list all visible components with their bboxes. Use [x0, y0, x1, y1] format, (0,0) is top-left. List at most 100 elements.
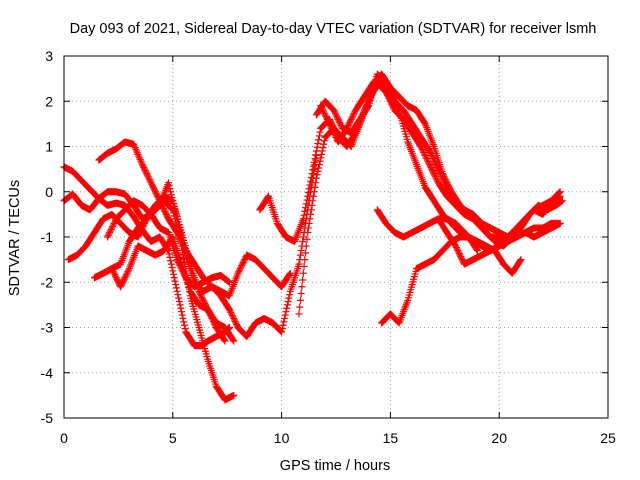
data-point [331, 130, 339, 138]
data-point [172, 209, 180, 217]
y-tick-label: 2 [45, 93, 53, 109]
data-point [226, 307, 234, 315]
data-point [169, 197, 177, 205]
data-point [146, 176, 154, 184]
data-point [315, 136, 323, 144]
data-point [230, 314, 238, 322]
data-point [220, 336, 228, 344]
data-point [431, 173, 439, 181]
data-point [457, 253, 465, 261]
data-point [181, 325, 189, 333]
data-point [105, 230, 113, 238]
data-point [281, 314, 289, 322]
data-point [238, 260, 246, 268]
data-point [431, 171, 439, 179]
data-point [314, 139, 322, 147]
data-point [318, 105, 326, 113]
data-point [443, 179, 451, 187]
data-point [176, 227, 184, 235]
data-points [60, 70, 566, 404]
data-point [130, 140, 138, 148]
data-point [330, 106, 338, 114]
data-point [420, 119, 428, 127]
data-point [439, 170, 447, 178]
data-point [170, 274, 178, 282]
data-point [109, 268, 117, 276]
data-point [306, 181, 314, 189]
data-point [179, 314, 187, 322]
data-point [204, 307, 212, 315]
data-point [167, 260, 175, 268]
data-point [283, 301, 291, 309]
data-point [238, 262, 246, 270]
series-track-1 [60, 163, 233, 350]
data-point [175, 297, 183, 305]
data-point [420, 150, 428, 158]
data-point [344, 123, 352, 131]
data-point [231, 317, 239, 325]
data-point [345, 120, 353, 128]
data-point [318, 147, 326, 155]
y-tick-label: -4 [41, 365, 54, 381]
data-point [305, 185, 313, 193]
data-point [430, 170, 438, 178]
data-point [123, 269, 131, 277]
data-point [311, 155, 319, 163]
data-point [146, 177, 154, 185]
data-point [555, 189, 563, 197]
data-point [171, 206, 179, 214]
data-point [120, 275, 128, 283]
data-point [168, 194, 176, 202]
y-tick-label: 1 [45, 139, 53, 155]
data-point [335, 117, 343, 125]
data-point [124, 268, 132, 276]
data-point [310, 162, 318, 170]
data-point [427, 150, 435, 158]
data-point [228, 311, 236, 319]
data-point [178, 233, 186, 241]
data-point [110, 219, 118, 227]
data-point [320, 108, 328, 116]
data-point [307, 210, 315, 218]
data-point [236, 265, 244, 273]
data-point [556, 188, 564, 196]
data-point [317, 154, 325, 162]
data-point [151, 188, 159, 196]
data-point [316, 157, 324, 165]
data-point [302, 249, 310, 257]
data-point [113, 275, 121, 283]
data-point [319, 144, 327, 152]
data-point [325, 118, 333, 126]
data-point [347, 115, 355, 123]
data-point [197, 292, 205, 300]
data-point [423, 156, 431, 164]
data-point [317, 103, 325, 111]
data-point [236, 266, 244, 274]
data-point [237, 263, 245, 271]
data-point [426, 149, 434, 157]
data-point [230, 391, 238, 399]
data-point [125, 266, 133, 274]
data-point [136, 156, 144, 164]
data-point [432, 174, 440, 182]
data-point [454, 247, 462, 255]
data-point [174, 218, 182, 226]
data-point [162, 209, 170, 217]
data-point [349, 111, 357, 119]
data-point [150, 185, 158, 193]
data-point [206, 310, 214, 318]
y-tick-label: -5 [41, 410, 54, 426]
data-point [307, 206, 315, 214]
data-point [112, 274, 120, 282]
data-point [106, 228, 114, 236]
data-point [282, 308, 290, 316]
data-point [141, 167, 149, 175]
data-point [299, 233, 307, 241]
data-point [177, 230, 185, 238]
data-point [389, 103, 397, 111]
data-point [165, 250, 173, 258]
y-tick-label: 3 [45, 48, 53, 64]
chart-title: Day 093 of 2021, Sidereal Day-to-day VTE… [70, 21, 597, 37]
data-point [428, 167, 436, 175]
